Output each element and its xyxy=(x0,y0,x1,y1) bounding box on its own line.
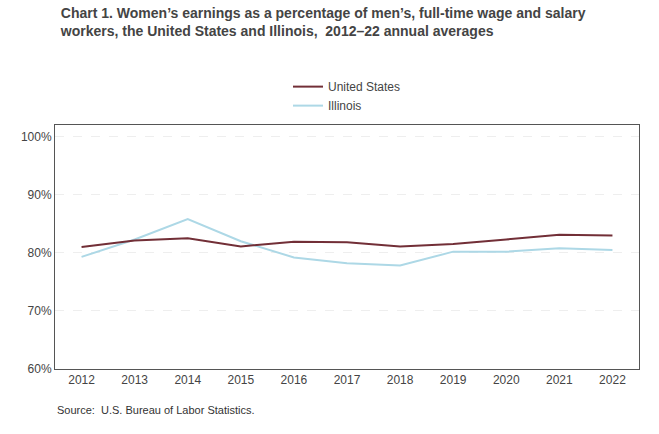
svg-text:Illinois: Illinois xyxy=(328,99,361,113)
svg-text:2012: 2012 xyxy=(68,373,95,387)
svg-text:2014: 2014 xyxy=(174,373,201,387)
svg-text:2017: 2017 xyxy=(334,373,361,387)
svg-text:2022: 2022 xyxy=(599,373,626,387)
svg-text:2020: 2020 xyxy=(493,373,520,387)
svg-text:80%: 80% xyxy=(28,246,52,260)
svg-text:100%: 100% xyxy=(21,130,52,144)
svg-text:70%: 70% xyxy=(28,304,52,318)
svg-text:2019: 2019 xyxy=(440,373,467,387)
svg-text:United States: United States xyxy=(328,80,400,94)
svg-text:2016: 2016 xyxy=(281,373,308,387)
svg-text:90%: 90% xyxy=(28,188,52,202)
svg-text:Chart 1. Women’s earnings as a: Chart 1. Women’s earnings as a percentag… xyxy=(60,5,586,39)
svg-text:2015: 2015 xyxy=(227,373,254,387)
svg-text:2021: 2021 xyxy=(546,373,573,387)
svg-text:60%: 60% xyxy=(28,362,52,376)
svg-text:Source: U.S. Bureau of Labor: Source: U.S. Bureau of Labor Statistics. xyxy=(57,404,254,416)
svg-text:2013: 2013 xyxy=(121,373,148,387)
svg-text:2018: 2018 xyxy=(387,373,414,387)
